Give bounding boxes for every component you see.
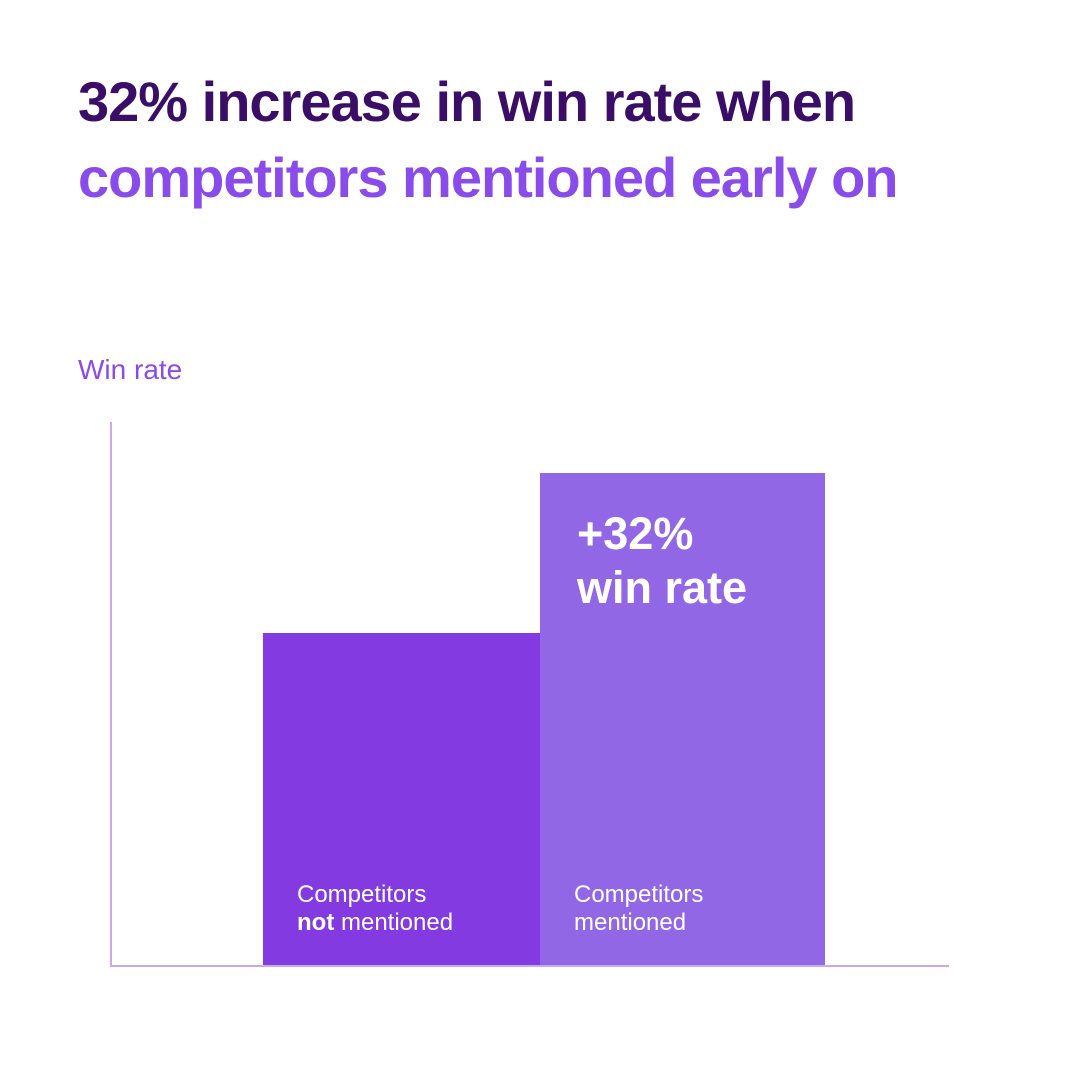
bar-label-line-2: mentioned bbox=[574, 909, 687, 936]
annotation-line-2: win rate bbox=[577, 562, 748, 613]
bar-competitors-mentioned: +32% win rate Competitors mentioned bbox=[540, 473, 825, 965]
y-axis-label: Win rate bbox=[78, 354, 183, 385]
bar-label-line-2: not mentioned bbox=[297, 909, 453, 937]
x-axis-line bbox=[110, 965, 949, 967]
bar-label-rest: mentioned bbox=[334, 909, 454, 936]
title-line-1: 32% increase in win rate when bbox=[78, 70, 856, 133]
y-axis-line bbox=[110, 422, 112, 967]
bar-label-not-mentioned: Competitors not mentioned bbox=[297, 881, 453, 937]
page-title: 32% increase in win rate when competitor… bbox=[78, 64, 898, 216]
annotation-line-1: +32% bbox=[577, 508, 694, 559]
bar-label-line-1: Competitors bbox=[574, 881, 704, 908]
title-line-2: competitors mentioned early on bbox=[78, 146, 898, 209]
win-rate-annotation: +32% win rate bbox=[577, 507, 747, 615]
bar-competitors-not-mentioned: Competitors not mentioned bbox=[263, 633, 540, 965]
bar-label-line-1: Competitors bbox=[297, 881, 427, 908]
bar-label-mentioned: Competitors mentioned bbox=[574, 881, 703, 937]
bar-label-bold-word: not bbox=[297, 909, 335, 936]
